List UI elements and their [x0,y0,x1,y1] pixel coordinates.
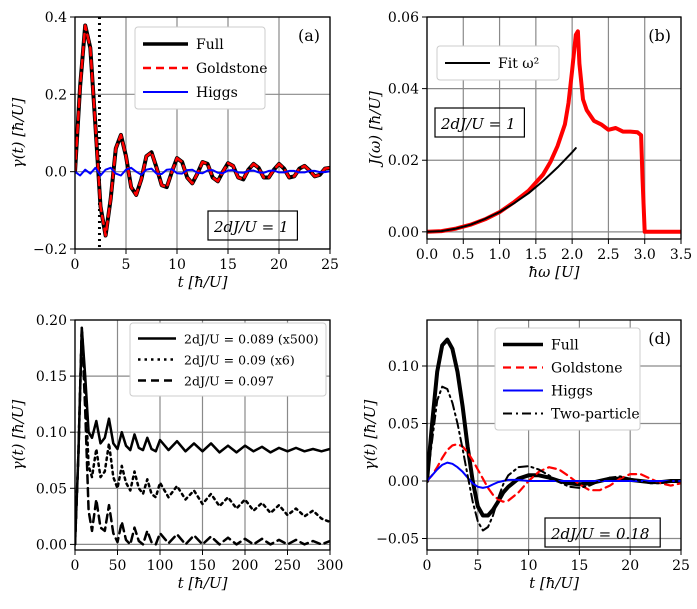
y-tick-label: 0.4 [45,10,67,26]
y-tick-label: 0.04 [388,82,419,98]
x-tick-label: 300 [317,558,344,574]
series-line-goldstone [75,24,330,237]
x-tick-label: 2.0 [561,247,583,263]
x-tick-label: 3.0 [634,247,656,263]
plot-frame [426,319,682,551]
series-line-two-particle [427,385,681,532]
x-axis-label: t [ħ/U] [178,574,228,592]
x-tick-label: 20 [621,558,639,574]
x-tick-label: 15 [570,558,588,574]
x-tick-label: 100 [147,558,174,574]
y-tick-label: 0.15 [36,369,67,385]
y-tick-label: 0.00 [388,474,419,490]
y-tick-label: 0.00 [36,537,67,553]
y-axis-label: J(ω) [ħ/U] [366,91,384,168]
x-tick-label: 150 [189,558,216,574]
x-tick-label: 5 [473,558,482,574]
y-axis-label: γ(t) [ħ/U] [9,400,27,471]
y-tick-label: 0.2 [45,87,67,103]
x-tick-label: 25 [321,257,339,273]
annotation-text: 2dJ/U = 1 [213,218,289,236]
series-line-fit [427,147,577,233]
legend [129,322,327,397]
legend-label: Two-particle [551,407,640,423]
x-tick-label: 200 [232,558,259,574]
x-tick-label: 250 [274,558,301,574]
legend [436,45,560,81]
y-tick-label: 0.10 [36,425,67,441]
x-tick-label: 5 [122,257,131,273]
series-line-2dj-u-0-097 [75,326,330,546]
x-tick-label: 0.0 [416,247,438,263]
x-tick-label: 50 [109,558,127,574]
x-tick-label: 2.5 [597,247,619,263]
y-axis-label: γ(t) [ħ/U] [361,400,379,471]
x-tick-label: 20 [270,257,288,273]
legend-label: 2dJ/U = 0.09 (x6) [184,353,295,368]
series-line-2dj-u-0-089-x500 [75,326,330,546]
legend [134,26,266,110]
legend-label: 2dJ/U = 0.089 (x500) [184,332,319,347]
legend-label: Goldstone [551,361,623,377]
legend-label: Full [196,37,224,53]
series-line-higgs [427,461,681,489]
annotation-box [207,210,299,241]
series-line-full [427,337,681,518]
y-tick-label: 0.05 [388,417,419,433]
y-tick-label: 0.00 [388,225,419,241]
annotation-text: 2dJ/U = 0.18 [550,525,649,543]
legend-label: Fit ω² [498,56,539,72]
x-tick-label: 0 [71,558,80,574]
panel-c: 0 50 100 150 200 250 300 0.00 0.05 0.10 0.15 0.20 t … [9,313,343,592]
series-line-goldstone [427,443,681,503]
panel-label: (b) [648,26,671,45]
x-tick-label: 10 [168,257,186,273]
x-tick-label: 0.5 [452,247,474,263]
legend-label: Goldstone [196,61,268,77]
panel-a: 0 5 10 15 20 25 −0.2 0.0 0.2 0.4 t [ħ/U] γ(t) [ħ/U]… [9,10,339,291]
x-axis-label: ħω [U] [528,263,579,281]
y-tick-label: 0.10 [388,359,419,375]
legend [494,327,641,431]
annotation-text: 2dJ/U = 1 [440,115,516,133]
plot-frame [426,16,682,240]
annotation-box [434,107,526,138]
x-tick-label: 10 [520,558,538,574]
x-tick-label: 1.5 [525,247,547,263]
y-axis-label: γ(t) [ħ/U] [9,98,27,169]
y-tick-label: 0.20 [36,313,67,329]
y-tick-label: 0.0 [45,165,67,181]
legend-label: Higgs [196,85,238,101]
legend-label: 2dJ/U = 0.097 [184,374,274,389]
x-tick-label: 15 [219,257,237,273]
y-tick-label: 0.05 [36,481,67,497]
y-tick-label: 0.02 [388,153,419,169]
x-tick-label: 25 [672,558,690,574]
x-axis-label: t [ħ/U] [529,574,579,592]
x-tick-label: 1.0 [488,247,510,263]
series-line-higgs [75,166,330,177]
panel-label: (d) [648,329,671,348]
y-tick-label: 0.06 [388,10,419,26]
x-tick-label: 3.5 [670,247,692,263]
panel-b: 0.0 0.5 1.0 1.5 2.0 2.5 3.0 3.5 0.00 0.02 0.04 0.06… [366,10,692,281]
x-tick-label: 0 [423,558,432,574]
series-line-2dj-u-0-09-x6 [75,326,330,546]
y-tick-label: −0.05 [376,532,419,548]
annotation-box [544,517,661,548]
panel-d: 0 5 10 15 20 25 −0.05 0.00 0.05 0.10 t [ħ/U] γ(t) [… [361,319,690,592]
panel-label: (a) [298,26,320,45]
plot-frame [74,16,331,250]
legend-label: Higgs [551,384,593,400]
legend-label: Full [551,338,579,354]
x-tick-label: 0 [71,257,80,273]
y-tick-label: −0.2 [33,242,67,258]
x-axis-label: t [ħ/U] [178,273,228,291]
